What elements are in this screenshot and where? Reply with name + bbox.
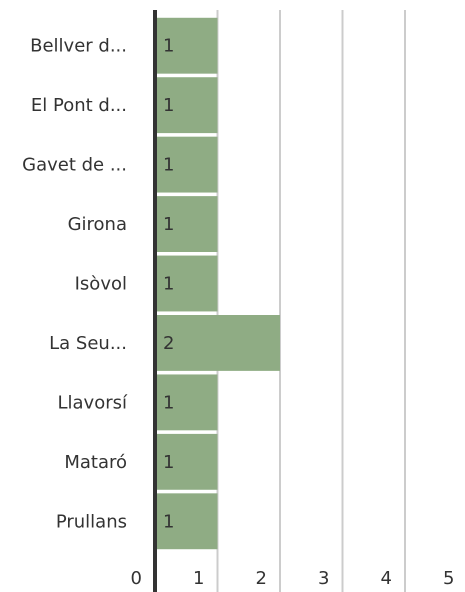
y-tick-label: Isòvol — [75, 274, 127, 295]
x-tick-label: 4 — [381, 568, 392, 589]
value-label: 1 — [163, 452, 174, 473]
bar — [155, 374, 218, 431]
x-tick-label: 3 — [318, 568, 329, 589]
bar — [155, 136, 218, 193]
y-tick-label: Girona — [68, 214, 127, 235]
x-tick-label: 1 — [193, 568, 204, 589]
bar — [155, 315, 280, 371]
value-label: 1 — [163, 511, 174, 532]
value-label: 1 — [163, 155, 174, 176]
y-tick-label: La Seu... — [49, 333, 127, 354]
x-tick-label: 5 — [443, 568, 454, 589]
y-tick-label: Gavet de ... — [22, 155, 127, 176]
value-label: 1 — [163, 274, 174, 295]
y-tick-label: Prullans — [56, 511, 127, 532]
value-label: 2 — [163, 333, 174, 354]
value-label: 1 — [163, 392, 174, 413]
y-tick-label: Mataró — [64, 452, 127, 473]
x-tick-label: 0 — [131, 568, 142, 589]
x-tick-label: 2 — [256, 568, 267, 589]
y-tick-label: Bellver d... — [30, 36, 127, 57]
value-label: 1 — [163, 95, 174, 116]
value-label: 1 — [163, 214, 174, 235]
value-label: 1 — [163, 36, 174, 57]
bar — [155, 196, 218, 252]
bar — [155, 493, 218, 550]
bar — [155, 255, 218, 312]
y-tick-label: Llavorsí — [57, 392, 128, 413]
bar — [155, 17, 218, 74]
y-tick-label: El Pont d... — [31, 95, 127, 116]
bar — [155, 433, 218, 490]
bar — [155, 77, 218, 134]
